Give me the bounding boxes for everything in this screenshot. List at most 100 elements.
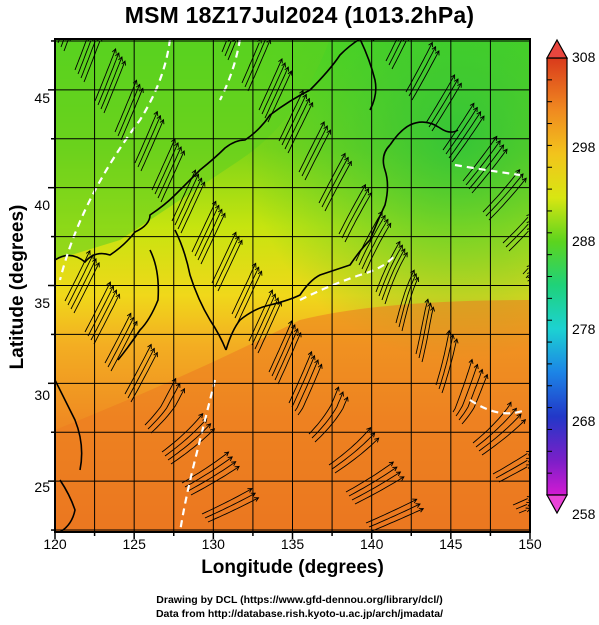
streamline-arrowhead [473,363,479,370]
streamline-arrowhead [431,45,437,52]
colorbar-min-arrow [545,494,569,515]
streamline [157,146,182,199]
streamline [211,232,237,284]
streamline [515,503,528,510]
credit-data: Data from http://database.rish.kyoto-u.a… [155,608,444,620]
streamline-arrowhead [502,148,508,154]
streamline [291,355,315,408]
streamline-arrowhead [516,413,522,419]
streamline [74,39,87,71]
streamline [93,293,120,345]
streamline [174,174,199,226]
streamline [100,56,123,110]
streamline [518,509,527,514]
streamline [127,348,155,399]
streamline [452,359,473,413]
streamline-arrowhead [214,204,220,210]
streamline [264,66,289,119]
streamline [117,84,141,137]
streamline-arrowhead [478,368,484,374]
streamline [411,50,440,101]
streamline [164,418,208,457]
streamline [398,273,417,328]
streamline-arrowhead [177,146,182,152]
streamline-arrowhead [281,62,286,68]
streamline [314,397,349,443]
streamline-arrowhead [395,240,401,247]
streamline [274,328,299,381]
streamline-arrowhead [518,173,524,179]
streamline [475,408,517,448]
streamline-arrowhead [499,144,505,150]
streamline-arrowhead [386,222,392,228]
streamline [331,432,376,470]
streamline-arrowhead [347,160,352,166]
y-tick-label: 30 [34,387,50,403]
streamline [465,140,501,186]
streamline [278,90,304,142]
streamline-arrowhead [156,114,162,121]
streamline [525,274,529,279]
streamline-arrowhead [341,152,346,158]
streamline-arrowhead [374,437,380,443]
streamline [147,383,181,430]
streamline [505,223,529,248]
streamline [512,498,528,506]
x-tick-label: 140 [360,536,384,552]
streamline-arrowhead [180,387,185,394]
streamline [137,115,161,168]
streamline-arrowhead [399,476,405,481]
colorbar-label: 288 [572,233,596,249]
streamline-arrowhead [153,110,159,117]
streamline [94,48,117,102]
streamline-arrowhead [469,102,475,108]
streamline-arrowhead [135,83,141,89]
streamline-arrowhead [314,359,319,365]
streamline [244,39,266,88]
streamline-arrowhead [191,169,197,175]
streamline [482,169,521,213]
streamline [321,157,349,208]
wind-streamlines [52,33,530,532]
streamline [63,39,69,52]
streamline-arrowhead [85,249,91,256]
streamline [197,209,223,261]
streamline [191,201,217,253]
streamline [341,188,369,239]
streamline-arrowhead [232,231,237,237]
streamline-arrowhead [317,363,323,369]
streamline [268,320,293,373]
colorbar-label: 258 [572,506,596,522]
streamline [395,269,415,324]
streamline-arrowhead [388,461,395,467]
streamline [227,41,237,61]
streamline [401,277,419,332]
streamline [442,103,475,151]
colorbar-max-arrow [545,38,569,59]
streamline [258,58,283,111]
streamline-arrowhead [115,52,120,58]
streamline-arrowhead [307,350,313,357]
streamline [221,40,227,53]
streamline [522,267,529,275]
streamline [103,60,126,114]
streamline-arrowhead [284,66,290,72]
streamline [217,240,243,292]
streamline-arrowhead [415,503,421,508]
streamline [234,267,260,319]
streamline-arrowhead [174,142,179,148]
streamline-arrowhead [278,58,283,64]
streamline [425,74,455,124]
streamline-arrowhead [52,33,56,37]
streamline-arrowhead [202,418,208,424]
streamline-arrowhead [271,293,277,299]
streamline-arrowhead [512,407,517,413]
streamline [324,161,352,212]
streamline-arrowhead [115,293,121,299]
streamline [130,352,158,403]
streamline-arrowhead [483,373,489,380]
streamline-arrowhead [268,289,274,295]
streamline-arrowhead [526,271,530,277]
streamline [257,301,282,354]
lat-lon-grid [55,39,530,532]
